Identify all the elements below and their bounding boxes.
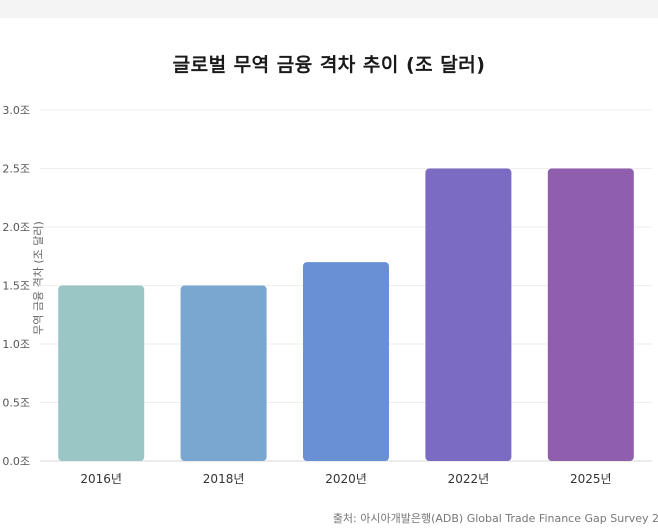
x-tick-label: 2016년 xyxy=(80,472,122,486)
bar-2016년 xyxy=(58,285,145,461)
y-tick-label: 2.5조 xyxy=(2,163,30,176)
y-tick-label: 0.5조 xyxy=(2,397,30,410)
y-tick-label: 1.0조 xyxy=(2,338,30,351)
x-tick-label: 2025년 xyxy=(570,472,612,486)
x-tick-label: 2018년 xyxy=(203,472,245,486)
bar-2020년 xyxy=(303,262,389,461)
y-tick-label: 1.5조 xyxy=(2,280,30,293)
source-note: 출처: 아시아개발은행(ADB) Global Trade Finance Ga… xyxy=(332,512,658,525)
y-tick-label: 3.0조 xyxy=(2,104,30,117)
top-band xyxy=(0,0,658,18)
x-tick-label: 2022년 xyxy=(448,472,490,486)
bar-2022년 xyxy=(425,168,512,461)
y-tick-label: 0.0조 xyxy=(2,455,30,468)
bar-2018년 xyxy=(180,285,267,461)
chart-title: 글로벌 무역 금융 격차 추이 (조 달러) xyxy=(172,54,486,76)
x-tick-label: 2020년 xyxy=(325,472,367,486)
y-tick-label: 2.0조 xyxy=(2,221,30,234)
bar-2025년 xyxy=(547,168,634,461)
y-axis-label: 무역 금융 격차 (조 달러) xyxy=(32,221,45,335)
